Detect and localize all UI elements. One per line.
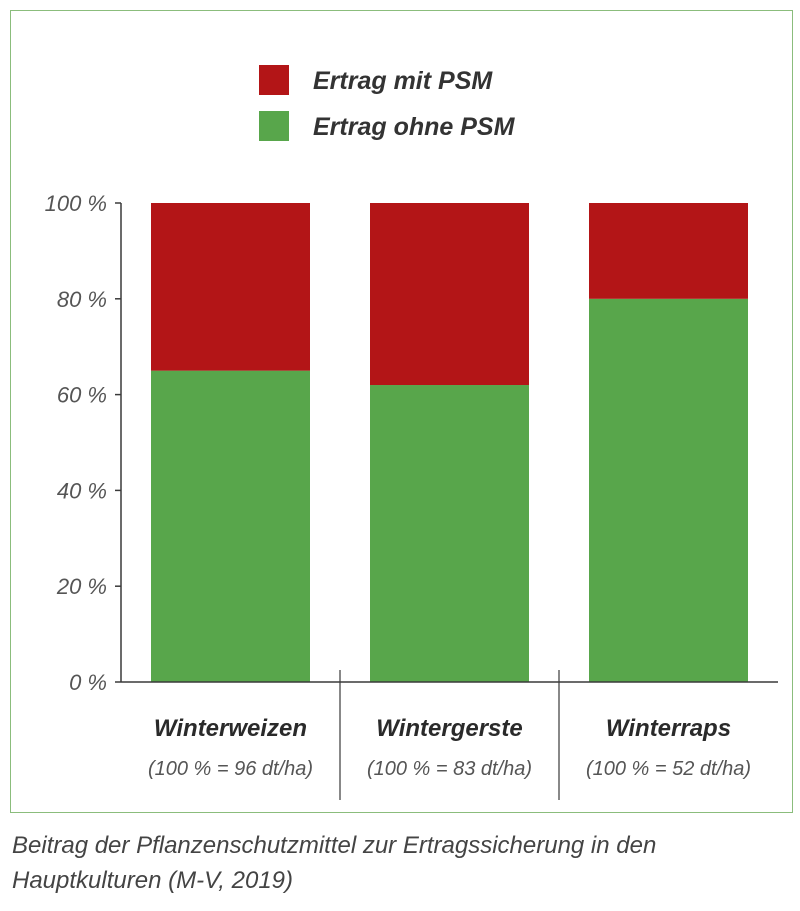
x-category-label: Winterraps <box>606 715 731 742</box>
bar-segment <box>151 203 310 371</box>
x-category-label: Winterweizen <box>154 715 307 742</box>
y-tick-label: 100 % <box>45 191 107 216</box>
x-category-subtitle: (100 % = 83 dt/ha) <box>367 758 532 780</box>
x-category-label: Wintergerste <box>376 715 522 742</box>
y-axis: 0 % 20 % 40 % 60 % 80 % 100 % <box>45 191 122 695</box>
bars <box>151 203 748 682</box>
figure-caption: Beitrag der Pflanzenschutzmittel zur Ert… <box>12 832 657 894</box>
y-tick-label: 60 % <box>57 383 107 408</box>
bar-segment <box>151 370 310 682</box>
y-tick-label: 80 % <box>57 287 107 312</box>
bar-segment <box>589 298 748 682</box>
legend: Ertrag mit PSM Ertrag ohne PSM <box>259 65 516 141</box>
stacked-bar-chart: Ertrag mit PSM Ertrag ohne PSM 0 % 20 % 40 … <box>45 65 778 800</box>
bar-segment <box>370 203 529 386</box>
y-tick-label: 20 % <box>56 574 107 599</box>
legend-label: Ertrag mit PSM <box>313 67 493 95</box>
legend-label: Ertrag ohne PSM <box>313 113 516 141</box>
legend-swatch <box>259 65 289 95</box>
bar-segment <box>589 203 748 299</box>
bar-segment <box>370 385 529 682</box>
x-axis: Winterweizen (100 % = 96 dt/ha) Wintergers… <box>121 670 778 800</box>
y-tick-label: 0 % <box>69 670 107 695</box>
y-tick-label: 40 % <box>57 478 107 503</box>
x-category-subtitle: (100 % = 96 dt/ha) <box>148 758 313 780</box>
legend-swatch <box>259 111 289 141</box>
chart-frame <box>10 10 793 813</box>
x-category-subtitle: (100 % = 52 dt/ha) <box>586 758 751 780</box>
